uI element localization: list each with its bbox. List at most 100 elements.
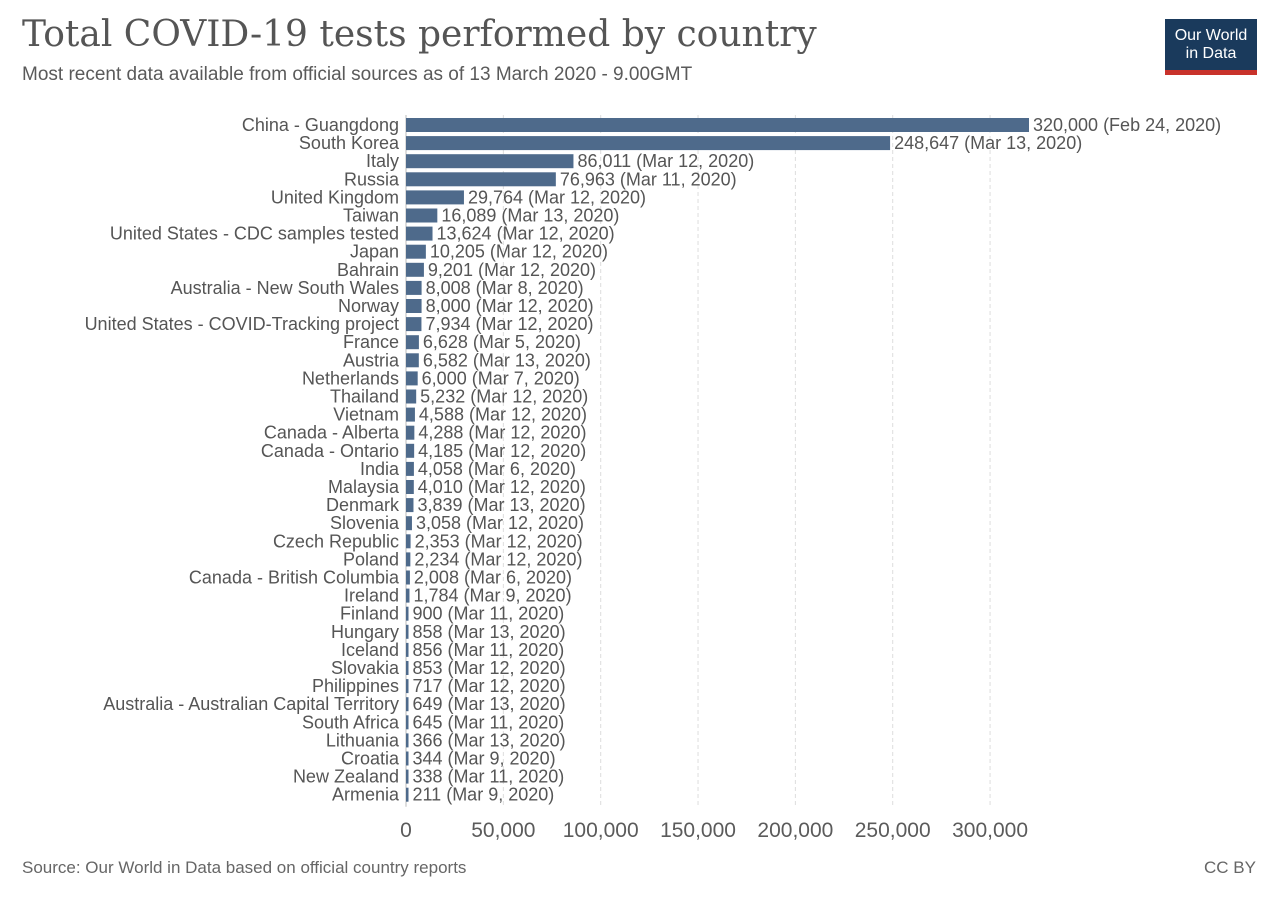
owid-logo[interactable]: Our World in Data [1165,19,1257,75]
value-label: 8,000 (Mar 12, 2020) [426,296,594,316]
bar [406,443,415,458]
value-label: 856 (Mar 11, 2020) [413,640,565,660]
bar [406,570,410,585]
category-label: Armenia [332,785,400,805]
category-label: Canada - Ontario [261,441,399,461]
value-label: 248,647 (Mar 13, 2020) [894,133,1082,153]
chart-subtitle: Most recent data available from official… [22,64,693,85]
bar [406,371,418,386]
category-label: Iceland [341,640,399,660]
category-label: Taiwan [343,206,399,226]
category-label: India [360,459,400,479]
bar [406,787,409,802]
category-label: Finland [340,604,399,624]
value-label: 10,205 (Mar 12, 2020) [430,242,608,262]
category-label: Japan [350,242,399,262]
bar [406,262,424,277]
bar [406,154,574,169]
bar [406,172,556,187]
category-label: Vietnam [333,405,399,425]
value-label: 3,058 (Mar 12, 2020) [416,513,584,533]
value-label: 344 (Mar 9, 2020) [413,749,556,769]
category-label: United Kingdom [271,187,399,207]
x-tick-label: 200,000 [757,819,833,842]
category-label: China - Guangdong [242,115,399,135]
value-label: 366 (Mar 13, 2020) [413,730,566,750]
bar [406,461,414,476]
value-label: 2,008 (Mar 6, 2020) [414,568,572,588]
category-label: Denmark [326,495,400,515]
category-label: Slovakia [331,658,400,678]
bar [406,769,409,784]
bar [406,244,426,259]
bar [406,624,409,639]
bar [406,715,409,730]
category-label: Australia - Australian Capital Territory [103,694,399,714]
bar [406,480,414,494]
bar [406,588,410,603]
value-label: 76,963 (Mar 11, 2020) [560,169,737,189]
x-tick-label: 150,000 [660,819,736,842]
value-label: 7,934 (Mar 12, 2020) [425,314,593,334]
value-label: 4,185 (Mar 12, 2020) [418,441,586,461]
category-label: United States - CDC samples tested [110,224,399,244]
value-label: 16,089 (Mar 13, 2020) [441,206,619,226]
category-label: Hungary [331,622,399,642]
bar [406,516,412,531]
category-label: Croatia [341,749,400,769]
bar [406,208,438,223]
x-tick-label: 100,000 [563,819,639,842]
category-label: South Korea [299,133,400,153]
value-label: 4,010 (Mar 12, 2020) [418,477,586,497]
bar [406,751,409,766]
category-label: Poland [343,549,399,569]
value-label: 86,011 (Mar 12, 2020) [577,151,754,171]
bar [406,280,422,295]
bar [406,353,419,368]
value-label: 211 (Mar 9, 2020) [413,785,555,805]
category-label: Bahrain [337,260,399,280]
bar [406,606,409,621]
bar [406,389,417,404]
bar [406,679,409,694]
bar [406,335,419,350]
value-label: 717 (Mar 12, 2020) [413,676,566,696]
category-label: Philippines [312,676,399,696]
bar-chart: 0 50,000 100,000 150,000 200,000 250,000 300,0… [85,115,1221,842]
category-label: Slovenia [330,513,400,533]
value-label: 858 (Mar 13, 2020) [413,622,566,642]
value-label: 338 (Mar 11, 2020) [413,767,565,787]
value-label: 1,784 (Mar 9, 2020) [413,586,571,606]
bar [406,697,409,712]
bar [406,136,891,151]
value-label: 649 (Mar 13, 2020) [413,694,566,714]
bar [406,661,409,675]
value-label: 645 (Mar 11, 2020) [413,712,565,732]
value-label: 29,764 (Mar 12, 2020) [468,187,646,207]
x-tick-label: 250,000 [855,819,931,842]
category-label: Malaysia [328,477,400,497]
category-label: South Africa [302,712,400,732]
value-label: 5,232 (Mar 12, 2020) [420,387,588,407]
category-label: Australia - New South Wales [171,278,399,298]
bar [406,118,1029,132]
bar [406,407,415,422]
value-label: 13,624 (Mar 12, 2020) [437,224,615,244]
source-note: Source: Our World in Data based on offic… [22,858,467,877]
category-label: Canada - Alberta [264,423,400,443]
logo-line-2: in Data [1185,45,1237,62]
license-link[interactable]: CC BY [1204,858,1256,877]
value-label: 4,058 (Mar 6, 2020) [418,459,576,479]
bar [406,534,411,549]
value-label: 3,839 (Mar 13, 2020) [417,495,585,515]
logo-line-1: Our World [1174,27,1248,44]
category-label: Canada - British Columbia [189,568,400,588]
bar [406,552,411,567]
value-label: 2,234 (Mar 12, 2020) [414,549,582,569]
category-label: Czech Republic [273,531,399,551]
value-label: 8,008 (Mar 8, 2020) [426,278,584,298]
category-label: Netherlands [302,368,399,388]
bar [406,425,415,440]
x-tick-label: 50,000 [471,819,535,842]
value-label: 2,353 (Mar 12, 2020) [415,531,583,551]
